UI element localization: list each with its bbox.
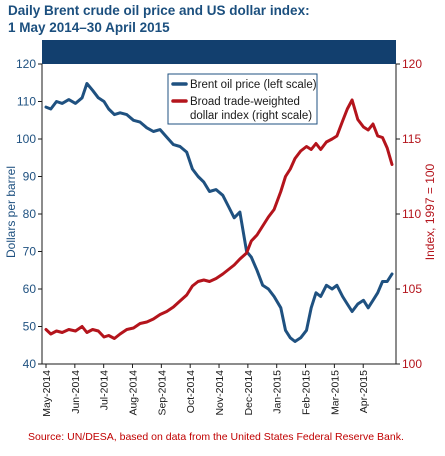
right-tick-label: 105 bbox=[402, 282, 422, 296]
x-tick-label: Jun-2014 bbox=[70, 370, 82, 414]
header-band bbox=[42, 40, 396, 64]
source-text: UN/DESA, based on data from the United S… bbox=[64, 431, 404, 443]
x-tick-label: Sep-2014 bbox=[156, 370, 168, 416]
right-tick-label: 100 bbox=[402, 357, 422, 371]
source-label: Source: bbox=[28, 431, 65, 443]
right-axis-title: Index, 1997 = 100 bbox=[423, 163, 437, 260]
axes: 40 50 60 70 80 90 100 110 120 100 105 110 115 120 May-… bbox=[16, 57, 422, 417]
left-tick-label: 50 bbox=[23, 320, 37, 334]
x-tick-label: Aug-2014 bbox=[128, 370, 140, 416]
left-tick-label: 90 bbox=[23, 170, 37, 184]
chart-title-line2: 1 May 2014–30 April 2015 bbox=[8, 20, 170, 35]
chart-title-line1: Daily Brent crude oil price and US dolla… bbox=[8, 3, 310, 18]
x-tick-label: Dec-2014 bbox=[243, 370, 255, 416]
legend-label-oil: Brent oil price (left scale) bbox=[190, 79, 317, 91]
left-tick-label: 120 bbox=[16, 57, 36, 71]
legend: Brent oil price (left scale) Broad trade… bbox=[167, 73, 318, 125]
left-axis-title: Dollars per barrel bbox=[4, 166, 18, 258]
left-tick-label: 110 bbox=[17, 95, 36, 109]
right-tick-label: 120 bbox=[402, 57, 422, 71]
x-tick-label: Jul-2014 bbox=[99, 370, 111, 410]
left-tick-label: 60 bbox=[23, 282, 37, 296]
source-note: Source: UN/DESA, based on data from the … bbox=[28, 431, 442, 443]
x-tick-label: May-2014 bbox=[41, 370, 53, 417]
x-tick-label: Nov-2014 bbox=[214, 370, 226, 416]
x-tick-label: Feb-2015 bbox=[301, 370, 313, 415]
left-tick-label: 100 bbox=[16, 132, 36, 146]
right-tick-label: 110 bbox=[402, 207, 421, 221]
series-line-brent-oil bbox=[44, 82, 394, 343]
right-tick-label: 115 bbox=[402, 132, 421, 146]
series-line-dollar-index bbox=[44, 98, 394, 340]
x-tick-label: Apr-2015 bbox=[358, 370, 370, 413]
x-tick-label: Mar-2015 bbox=[329, 370, 341, 415]
legend-box bbox=[167, 73, 318, 125]
x-tick-label: Oct-2014 bbox=[185, 370, 197, 413]
chart-title: Daily Brent crude oil price and US dolla… bbox=[8, 2, 438, 36]
x-tick-label: Jan-2015 bbox=[272, 370, 284, 414]
legend-label-dollar-line1: Broad trade-weighted bbox=[190, 96, 300, 108]
left-tick-label: 70 bbox=[23, 245, 37, 259]
series-layer bbox=[44, 82, 394, 343]
left-tick-label: 40 bbox=[23, 357, 37, 371]
left-tick-label: 80 bbox=[23, 207, 37, 221]
legend-label-dollar-line2: dollar index (right scale) bbox=[190, 110, 312, 122]
